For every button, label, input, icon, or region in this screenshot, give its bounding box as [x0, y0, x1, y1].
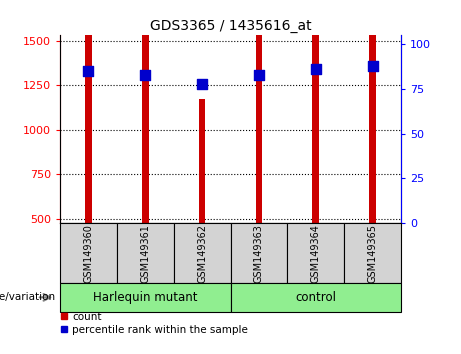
Bar — [287, 223, 344, 283]
Bar — [199, 98, 206, 223]
Text: GSM149361: GSM149361 — [140, 224, 150, 282]
Text: Harlequin mutant: Harlequin mutant — [93, 291, 197, 304]
Bar — [142, 29, 148, 223]
Bar — [85, 75, 92, 308]
Point — [369, 63, 376, 69]
Text: genotype/variation: genotype/variation — [0, 292, 55, 302]
Point — [142, 72, 149, 78]
Legend: count, percentile rank within the sample: count, percentile rank within the sample — [60, 312, 248, 335]
Text: GSM149362: GSM149362 — [197, 224, 207, 282]
Text: control: control — [296, 291, 336, 304]
Bar — [117, 223, 174, 283]
Text: GSM149364: GSM149364 — [311, 224, 321, 282]
Bar — [174, 223, 230, 283]
Title: GDS3365 / 1435616_at: GDS3365 / 1435616_at — [150, 19, 311, 33]
Point — [198, 81, 206, 86]
Bar — [255, 34, 262, 223]
Bar — [313, 78, 319, 308]
Bar — [230, 283, 401, 312]
Bar — [344, 223, 401, 283]
Bar — [60, 283, 230, 312]
Text: GSM149363: GSM149363 — [254, 224, 264, 282]
Bar — [369, 0, 376, 223]
Bar — [313, 0, 319, 223]
Bar — [255, 119, 262, 308]
Text: GSM149360: GSM149360 — [83, 224, 94, 282]
Bar — [85, 0, 92, 223]
Point — [312, 67, 319, 72]
Point — [85, 68, 92, 74]
Bar — [60, 223, 117, 283]
Bar — [199, 183, 206, 308]
Bar — [230, 223, 287, 283]
Point — [255, 72, 263, 78]
Bar — [142, 114, 148, 308]
Text: GSM149365: GSM149365 — [367, 224, 378, 282]
Bar — [369, 46, 376, 308]
